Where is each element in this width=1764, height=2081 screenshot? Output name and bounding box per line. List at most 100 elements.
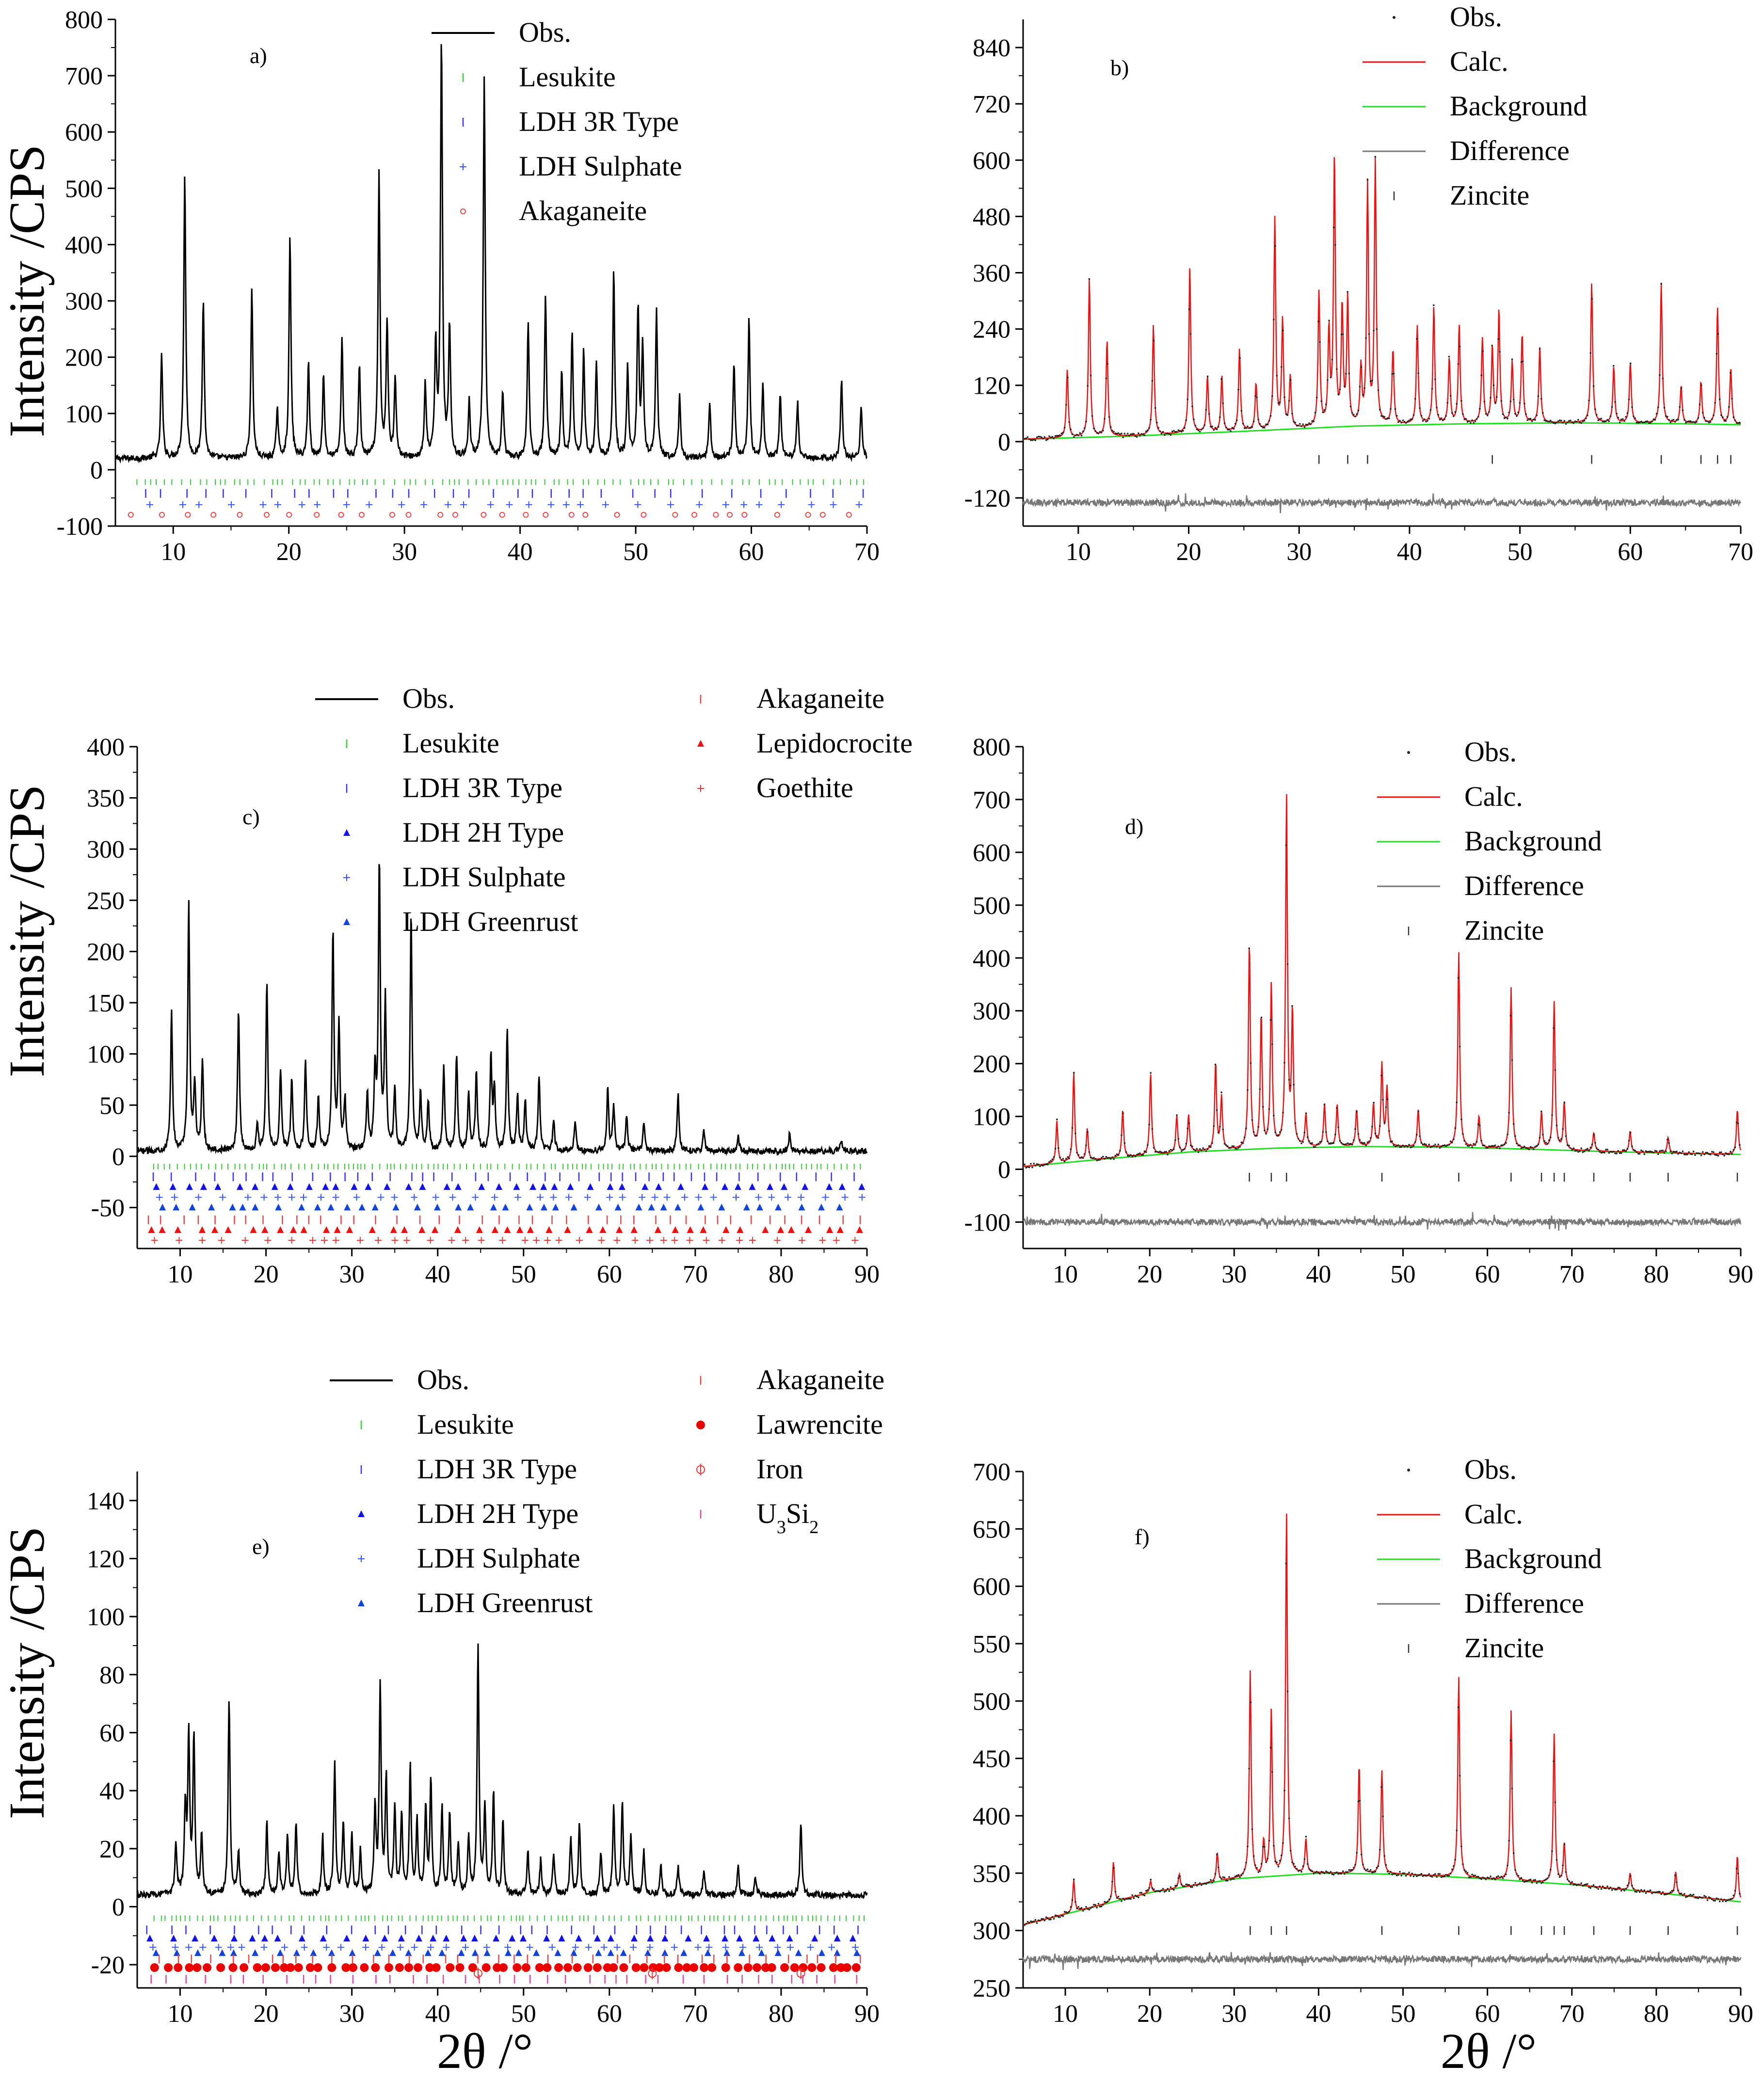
phase-marker-ldhsulphate [343,501,350,508]
obs-point [1025,1167,1027,1169]
phase-marker-ldh2h [826,1183,833,1190]
legend-swatch-lepidocrocite [697,740,704,747]
obs-point [1605,420,1607,422]
phase-marker-ldhgreenrust [614,1203,622,1211]
phase-marker-ldh2h [567,1183,574,1190]
phase-marker-ldh2h [200,1183,207,1190]
y-tick-label: 500 [973,892,1010,920]
obs-point [1046,438,1049,440]
phase-marker-ldhsulphate [362,1944,369,1951]
obs-point [1157,427,1159,429]
obs-point [1277,402,1280,404]
obs-point [1031,1921,1033,1923]
obs-point [1197,1883,1200,1886]
obs-point [1577,419,1579,421]
obs-point [1428,1873,1430,1875]
phase-marker-ldhsulphate [301,1944,308,1951]
phase-marker-ldhsulphate [491,1194,498,1201]
phase-marker-ldhsulphate [378,1944,385,1951]
phase-marker-lawrencite [360,1963,369,1972]
obs-point [1125,1151,1127,1153]
phase-marker-ldhsulphate [172,1944,179,1951]
phase-marker-ldh2h [780,1183,787,1190]
phase-marker-ldhsulphate [841,1194,849,1201]
phase-marker-lepidocrocite [672,1226,679,1233]
obs-point [1677,1889,1679,1891]
obs-point [1631,1885,1633,1887]
obs-point [1345,372,1347,375]
legend-label-ldh3r: LDH 3R Type [519,106,679,137]
obs-point [1173,430,1175,432]
obs-point [1349,1869,1352,1871]
phase-marker-ldhsulphate [651,1194,658,1201]
obs-point [1645,1150,1647,1152]
obs-point [1439,1873,1441,1875]
obs-point [1293,420,1295,423]
obs-point [1725,1900,1727,1903]
obs-point [1654,1150,1656,1152]
obs-point [1088,278,1090,280]
obs-point [1380,1074,1382,1077]
phase-marker-akaganeite [210,512,217,518]
phase-marker-lawrencite [305,1963,315,1972]
obs-point [1591,298,1593,300]
x-tick-label: 20 [276,538,302,566]
obs-point [1651,1892,1653,1894]
obs-point [1332,226,1335,228]
obs-point [1344,385,1346,387]
obs-point [1100,432,1103,433]
obs-point [1528,418,1530,420]
y-tick-label: 100 [87,1603,125,1631]
obs-point [1617,416,1620,419]
obs-point [1080,1156,1083,1158]
obs-point [1539,348,1541,350]
obs-point [1125,434,1127,437]
obs-point [1650,1151,1652,1153]
obs-point [1709,1153,1712,1155]
obs-point [1234,1147,1236,1150]
obs-point [1310,423,1312,425]
obs-point [1331,358,1333,361]
obs-point [1636,421,1638,424]
obs-point [1686,421,1688,423]
obs-point [1553,1760,1555,1762]
phase-marker-ldh2h [493,1935,500,1942]
obs-point [1108,416,1110,418]
obs-point [1024,1924,1026,1926]
obs-point [1628,1882,1630,1884]
obs-point [1097,432,1100,434]
obs-point [1184,1148,1186,1150]
obs-point [1429,1875,1432,1877]
obs-point [1360,1141,1363,1144]
obs-point [1242,423,1244,425]
phase-markers [128,479,864,518]
obs-point [1728,1153,1730,1155]
obs-point [1533,1148,1535,1150]
obs-point [1597,1888,1599,1890]
phase-marker-lepidocrocite [777,1226,785,1233]
obs-point [1596,414,1598,416]
obs-point [1322,1131,1324,1133]
obs-point [1087,384,1089,387]
phase-marker-lawrencite [655,1963,664,1972]
obs-point [1585,1149,1587,1151]
obs-point [1405,1874,1407,1877]
obs-point [1718,398,1721,400]
obs-point [1104,418,1106,420]
obs-point [1110,1158,1112,1160]
obs-point [1211,425,1213,428]
obs-point [1655,413,1658,415]
phase-marker-akaganeite [543,512,549,518]
obs-point [1159,430,1161,432]
obs-point [1717,1898,1719,1900]
difference-curve [1022,493,1741,513]
phase-marker-goethite [774,1237,781,1244]
phase-marker-lepidocrocite [826,1226,834,1233]
obs-point [1347,291,1348,293]
obs-point [1187,398,1189,400]
obs-point [1602,1151,1604,1153]
obs-point [1395,1874,1398,1876]
obs-point [1296,425,1298,427]
phase-marker-ldhsulphate [585,1944,592,1951]
y-axis-label-bottom: Intensity /CPS [0,1526,55,1819]
